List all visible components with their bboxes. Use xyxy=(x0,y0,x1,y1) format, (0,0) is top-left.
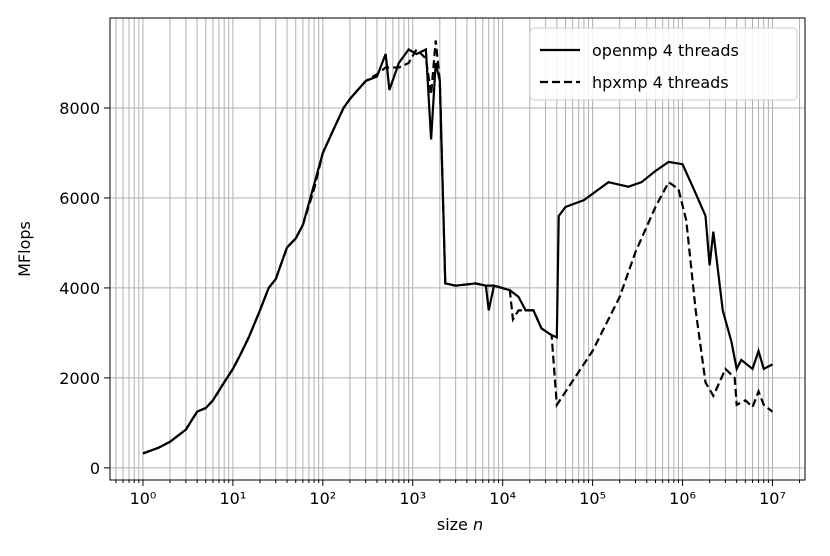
x-tick-label: 10⁶ xyxy=(669,489,696,508)
legend-label: hpxmp 4 threads xyxy=(592,73,729,92)
x-tick-label: 10⁵ xyxy=(579,489,606,508)
y-tick-label: 0 xyxy=(90,459,100,478)
y-axis-label: MFlops xyxy=(15,221,34,277)
x-tick-label: 10¹ xyxy=(220,489,247,508)
series-line xyxy=(142,40,774,455)
y-tick-label: 6000 xyxy=(59,189,100,208)
y-tick-label: 2000 xyxy=(59,369,100,388)
legend-box xyxy=(529,27,798,101)
x-axis-label: size n xyxy=(437,515,483,534)
y-tick-label: 4000 xyxy=(59,279,100,298)
x-axis-label-text: size xyxy=(437,515,468,534)
x-tick-label: 10³ xyxy=(399,489,426,508)
legend: openmp 4 threads hpxmp 4 threads xyxy=(529,27,798,101)
legend-label: openmp 4 threads xyxy=(592,41,739,60)
x-tick-label: 10⁷ xyxy=(759,489,786,508)
x-tick-label: 10² xyxy=(309,489,336,508)
y-tick-label: 8000 xyxy=(59,99,100,118)
plot-frame xyxy=(109,17,806,481)
x-axis-label-var: n xyxy=(473,515,483,534)
x-tick-label: 10⁰ xyxy=(130,489,157,508)
x-tick-label: 10⁴ xyxy=(489,489,516,508)
